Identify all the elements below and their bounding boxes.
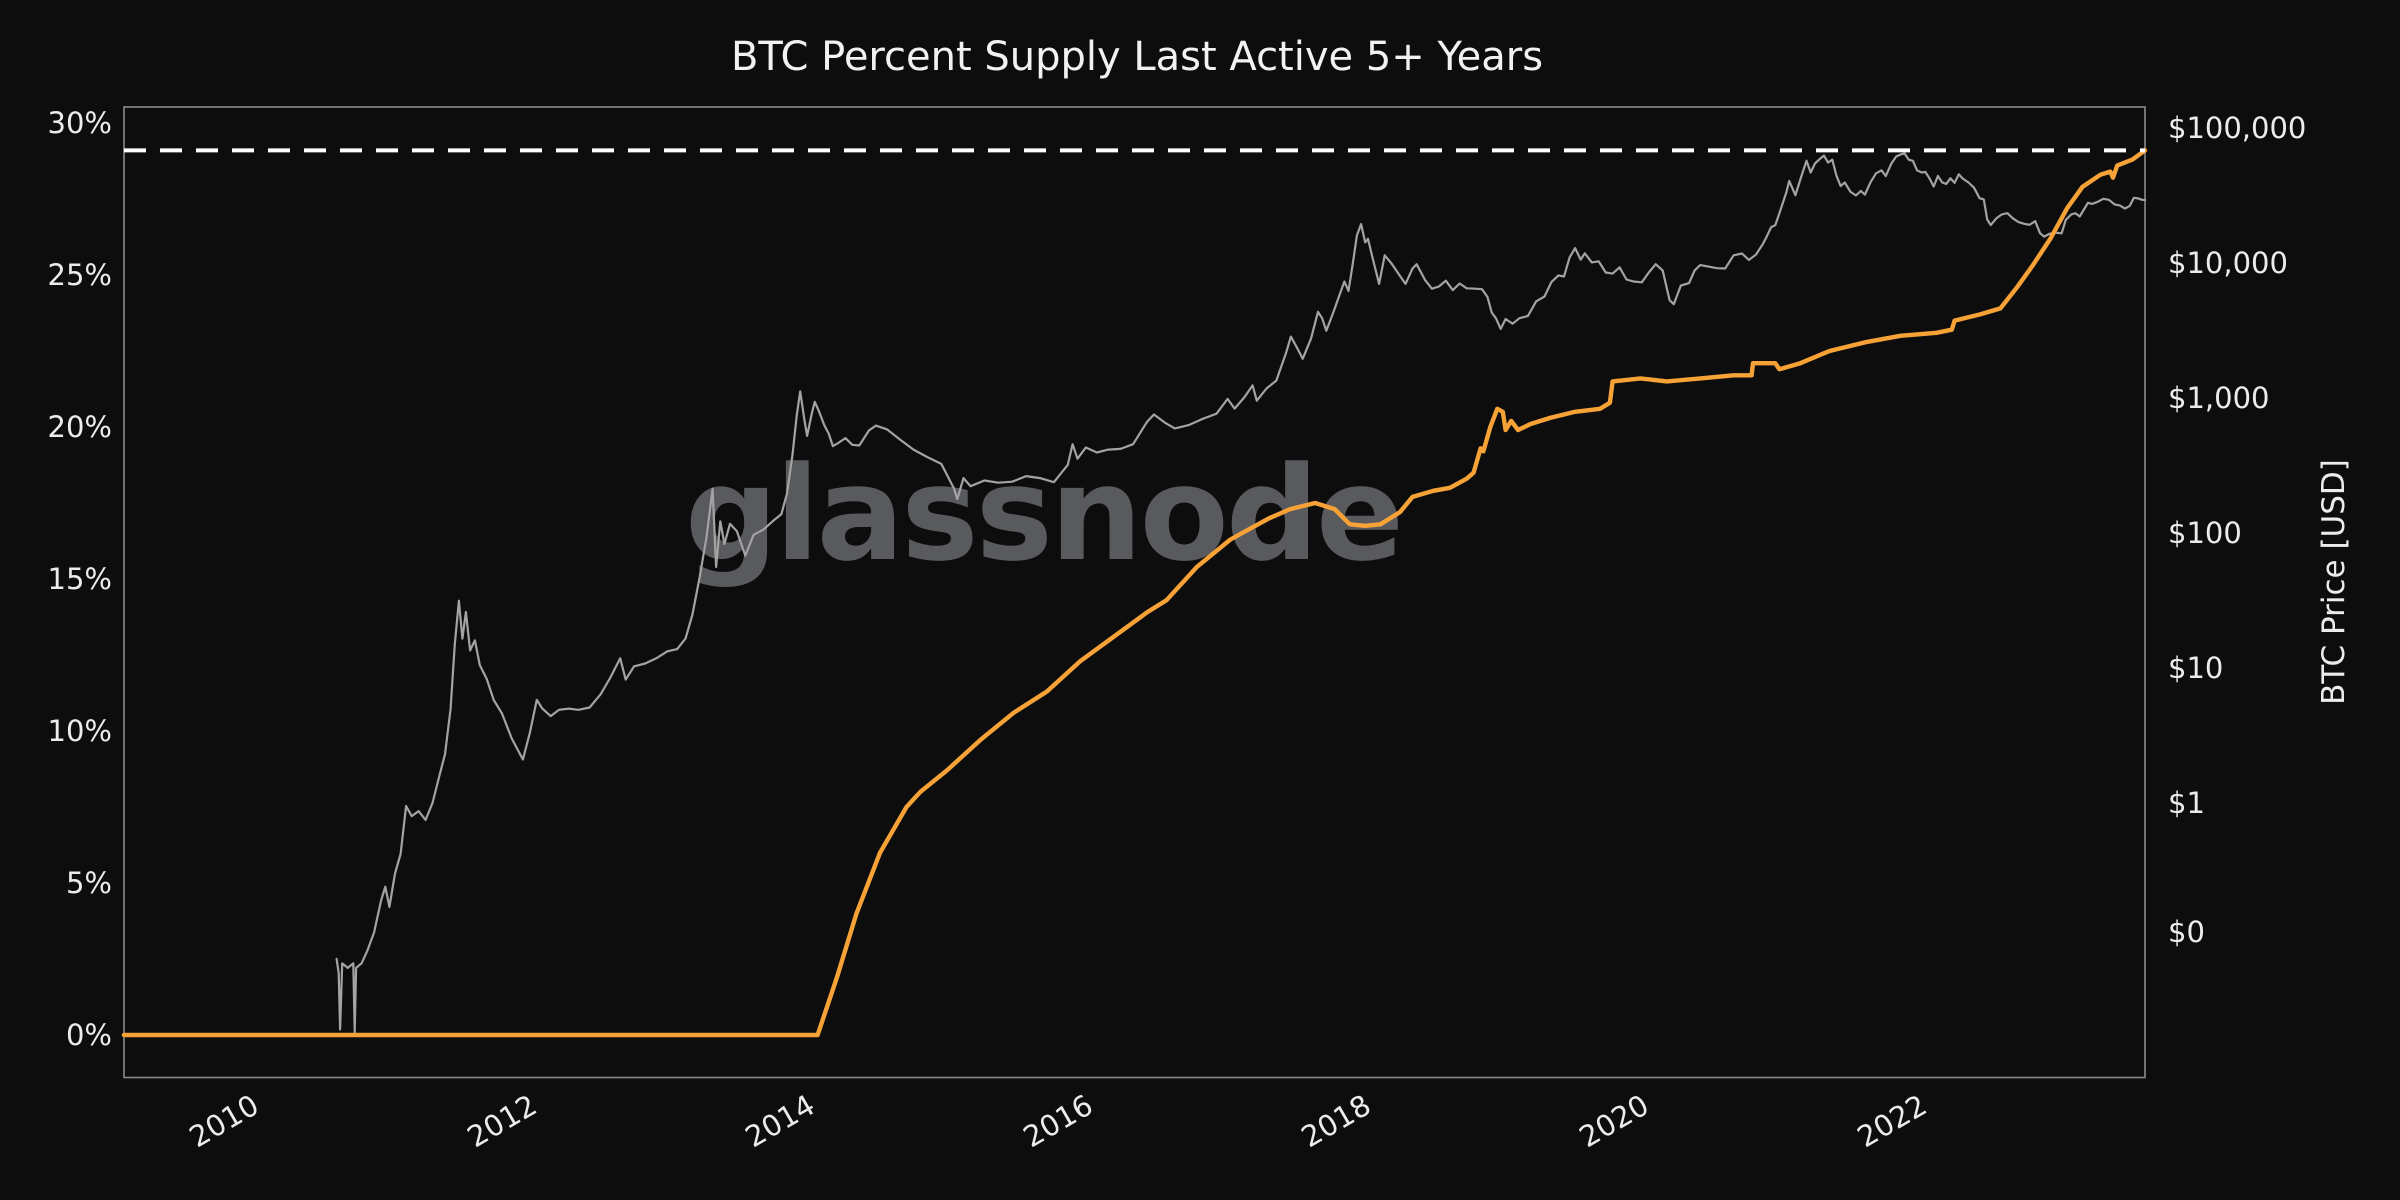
supply-active-5y-line (121, 148, 2148, 1038)
y-right-tick-label: $0 (2168, 915, 2205, 949)
chart-title: BTC Percent Supply Last Active 5+ Years (730, 34, 1544, 80)
y-right-tick-label: $1,000 (2168, 381, 2270, 415)
right-axis-title: BTC Price [USD] (2316, 459, 2352, 705)
y-right-tick-label: $1 (2168, 786, 2205, 820)
plot-border (123, 106, 2146, 1079)
y-left-tick-label: 25% (47, 258, 112, 292)
y-left-tick-label: 30% (47, 106, 112, 140)
y-left-tick-label: 20% (47, 410, 112, 444)
y-right-tick-label: $10 (2168, 651, 2224, 685)
y-left-tick-label: 0% (65, 1018, 112, 1052)
y-left-tick-label: 15% (47, 562, 112, 596)
y-left-tick-label: 10% (47, 714, 112, 748)
y-right-tick-label: $100 (2168, 516, 2242, 550)
y-right-tick-label: $100,000 (2168, 111, 2307, 145)
y-left-tick-label: 5% (65, 866, 112, 900)
y-right-tick-label: $10,000 (2168, 246, 2288, 280)
btc-price-line (335, 152, 2147, 1034)
